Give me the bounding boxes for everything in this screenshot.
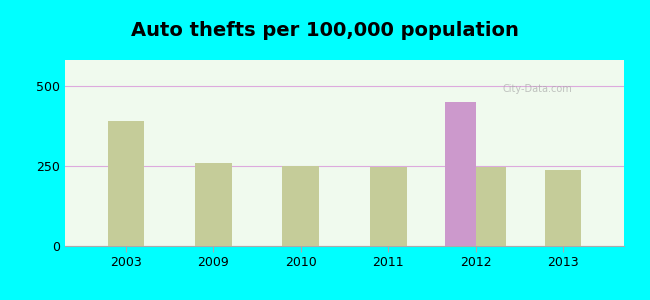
Text: City-Data.com: City-Data.com bbox=[502, 84, 572, 94]
Bar bbox=[283, 167, 319, 246]
Text: Auto thefts per 100,000 population: Auto thefts per 100,000 population bbox=[131, 21, 519, 40]
Bar bbox=[370, 167, 406, 246]
Bar bbox=[195, 163, 232, 246]
Bar bbox=[476, 167, 506, 246]
Bar bbox=[545, 170, 581, 246]
Bar bbox=[108, 121, 144, 246]
Bar bbox=[445, 102, 476, 246]
